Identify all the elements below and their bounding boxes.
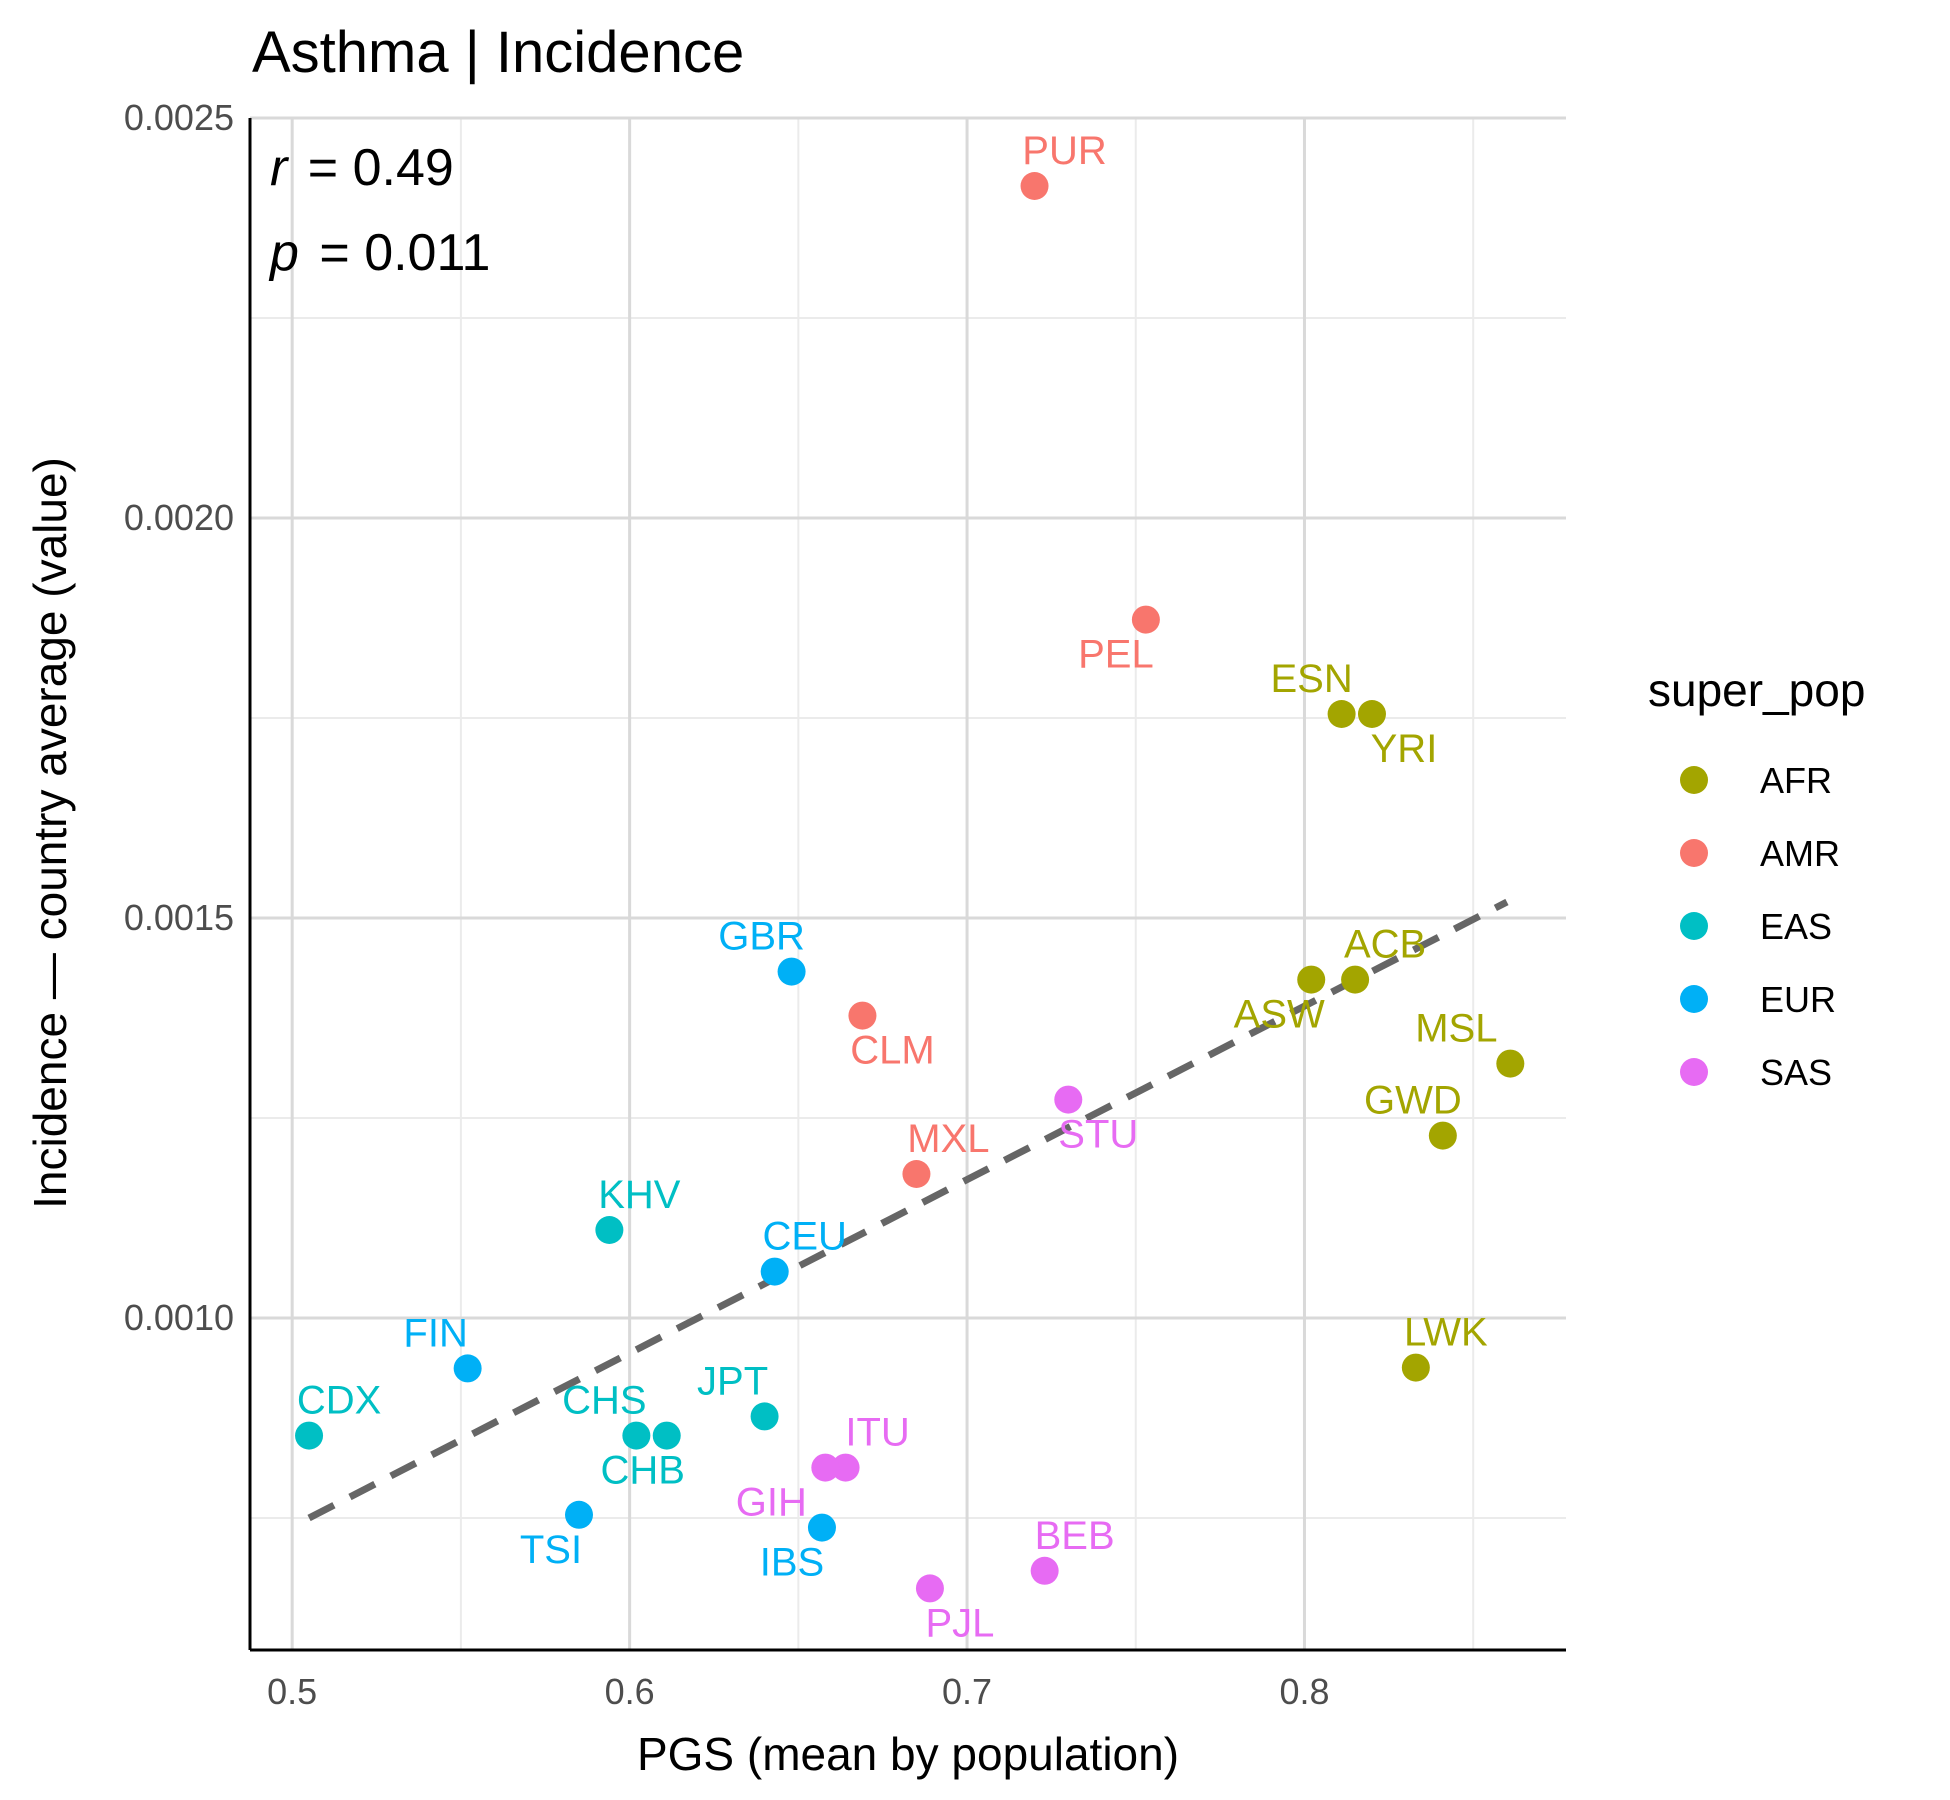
- data-point-pjl: [915, 1574, 944, 1603]
- data-point-pel: [1131, 605, 1160, 634]
- y-tick-label: 0.0010: [124, 1297, 234, 1338]
- data-point-yri: [1357, 700, 1386, 728]
- point-label-pjl: PJL: [925, 1601, 994, 1645]
- point-label-jpt: JPT: [697, 1359, 768, 1403]
- y-tick-label: 0.0025: [124, 97, 234, 138]
- point-label-esn: ESN: [1270, 657, 1352, 701]
- legend-label-eas: EAS: [1760, 906, 1832, 947]
- point-label-stu: STU: [1058, 1113, 1138, 1157]
- data-point-ibs: [807, 1513, 836, 1542]
- legend-key-eur: [1680, 985, 1708, 1013]
- data-point-clm: [848, 1001, 877, 1030]
- point-label-yri: YRI: [1371, 727, 1438, 771]
- regression-line: [307, 898, 1509, 1522]
- point-label-gih: GIH: [736, 1481, 807, 1525]
- y-axis-title: Incidence — country average (value): [24, 457, 76, 1209]
- tick-labels: 0.5 0.6 0.7 0.8 0.0010 0.0015 0.0020 0.0025: [124, 97, 1330, 1712]
- point-label-ibs: IBS: [760, 1541, 824, 1585]
- data-point-stu: [1054, 1085, 1083, 1114]
- data-point-esn: [1327, 700, 1356, 728]
- point-label-ceu: CEU: [762, 1215, 846, 1259]
- data-points: [295, 172, 1525, 1603]
- point-label-lwk: LWK: [1404, 1311, 1488, 1355]
- point-label-chb: CHB: [601, 1449, 685, 1493]
- x-tick-label: 0.5: [267, 1671, 317, 1712]
- data-point-gwd: [1428, 1121, 1457, 1150]
- point-label-gwd: GWD: [1364, 1079, 1462, 1123]
- point-label-cdx: CDX: [297, 1379, 381, 1423]
- data-point-jpt: [750, 1402, 779, 1431]
- point-label-msl: MSL: [1415, 1007, 1497, 1051]
- data-point-msl: [1496, 1049, 1525, 1078]
- data-point-khv: [595, 1216, 624, 1244]
- data-point-fin: [453, 1354, 482, 1383]
- data-point-beb: [1030, 1556, 1059, 1585]
- legend-label-amr: AMR: [1760, 833, 1840, 874]
- axes: [248, 118, 1566, 1652]
- point-label-asw: ASW: [1234, 993, 1325, 1037]
- point-label-pur: PUR: [1022, 129, 1106, 173]
- legend-key-sas: [1680, 1058, 1708, 1086]
- chart-title: Asthma | Incidence: [252, 20, 744, 85]
- legend-key-eas: [1680, 912, 1708, 940]
- p-stat: p = 0.011: [268, 224, 490, 282]
- x-axis-title: PGS (mean by population): [637, 1728, 1179, 1780]
- point-label-chs: CHS: [562, 1379, 646, 1423]
- legend: super_pop AFR AMR EAS EUR SAS: [1648, 664, 1865, 1093]
- r-stat: r = 0.49: [270, 139, 454, 197]
- data-point-ceu: [760, 1257, 789, 1286]
- legend-label-sas: SAS: [1760, 1052, 1832, 1093]
- y-tick-label: 0.0020: [124, 497, 234, 538]
- x-tick-label: 0.7: [942, 1671, 992, 1712]
- data-point-pur: [1020, 172, 1049, 200]
- data-point-gbr: [777, 957, 806, 986]
- legend-key-amr: [1680, 839, 1708, 867]
- legend-key-afr: [1680, 766, 1708, 794]
- legend-title: super_pop: [1648, 664, 1865, 716]
- point-label-clm: CLM: [850, 1029, 934, 1073]
- legend-label-afr: AFR: [1760, 760, 1832, 801]
- point-label-khv: KHV: [598, 1173, 681, 1217]
- data-point-tsi: [565, 1500, 593, 1529]
- point-label-acb: ACB: [1344, 923, 1426, 967]
- r-symbol: r: [270, 139, 290, 197]
- data-point-cdx: [295, 1421, 324, 1450]
- p-symbol: p: [268, 224, 299, 282]
- data-point-chb: [652, 1421, 681, 1450]
- point-labels: PUR PEL CLM MXL ESN YRI ACB ASW MSL GWD LWK GBR CEU F…: [297, 129, 1498, 1645]
- p-value: = 0.011: [319, 224, 490, 282]
- data-point-itu: [831, 1453, 860, 1482]
- trend-line: [307, 898, 1509, 1522]
- r-value: = 0.49: [308, 139, 454, 197]
- point-label-gbr: GBR: [718, 915, 805, 959]
- point-label-pel: PEL: [1078, 633, 1154, 677]
- data-point-gih: [811, 1453, 840, 1482]
- x-tick-label: 0.8: [1279, 1671, 1329, 1712]
- legend-label-eur: EUR: [1760, 979, 1836, 1020]
- data-point-acb: [1341, 965, 1370, 994]
- point-label-mxl: MXL: [907, 1117, 989, 1161]
- point-label-fin: FIN: [403, 1311, 467, 1355]
- data-point-asw: [1297, 965, 1326, 994]
- x-tick-label: 0.6: [605, 1671, 655, 1712]
- data-point-lwk: [1401, 1353, 1430, 1382]
- data-point-mxl: [902, 1160, 931, 1188]
- point-label-tsi: TSI: [520, 1528, 582, 1572]
- data-point-chs: [622, 1421, 651, 1450]
- y-tick-label: 0.0015: [124, 897, 234, 938]
- point-label-itu: ITU: [845, 1411, 909, 1455]
- point-label-beb: BEB: [1035, 1514, 1115, 1558]
- grid: [250, 116, 1566, 1650]
